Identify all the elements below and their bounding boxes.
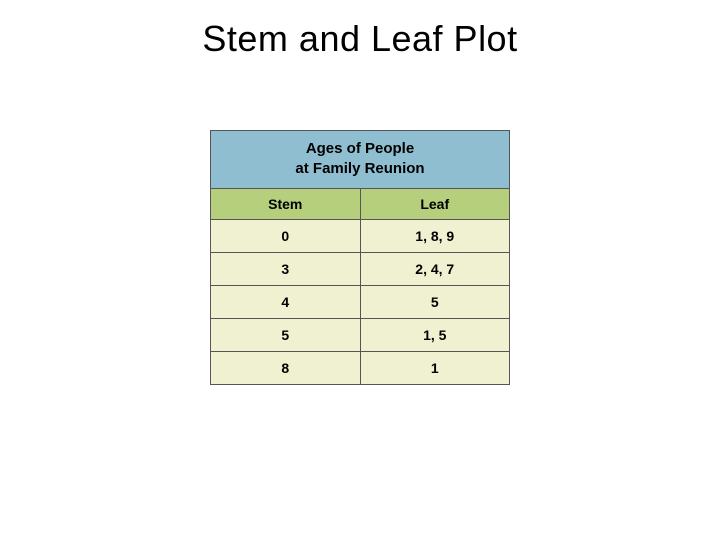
table-row: 81 xyxy=(211,352,509,384)
page-title: Stem and Leaf Plot xyxy=(0,0,720,60)
stem-cell: 5 xyxy=(211,319,361,351)
table-row: 32, 4, 7 xyxy=(211,253,509,286)
table-row: 51, 5 xyxy=(211,319,509,352)
stem-cell: 3 xyxy=(211,253,361,285)
leaf-cell: 2, 4, 7 xyxy=(361,253,510,285)
table-row: 45 xyxy=(211,286,509,319)
stem-leaf-table: Ages of People at Family Reunion Stem Le… xyxy=(210,130,510,385)
leaf-column-header: Leaf xyxy=(361,189,510,219)
stem-cell: 8 xyxy=(211,352,361,384)
column-headers: Stem Leaf xyxy=(211,189,509,220)
leaf-cell: 1, 5 xyxy=(361,319,510,351)
stem-cell: 0 xyxy=(211,220,361,252)
data-rows: 01, 8, 932, 4, 74551, 581 xyxy=(211,220,509,384)
table-title-line2: at Family Reunion xyxy=(215,159,505,179)
stem-cell: 4 xyxy=(211,286,361,318)
leaf-cell: 5 xyxy=(361,286,510,318)
leaf-cell: 1, 8, 9 xyxy=(361,220,510,252)
table-title: Ages of People at Family Reunion xyxy=(211,131,509,189)
leaf-cell: 1 xyxy=(361,352,510,384)
table-title-line1: Ages of People xyxy=(215,139,505,159)
stem-column-header: Stem xyxy=(211,189,361,219)
table-row: 01, 8, 9 xyxy=(211,220,509,253)
